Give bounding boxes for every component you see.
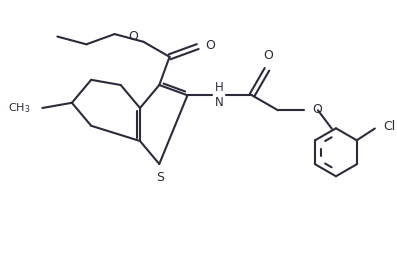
Text: O: O (129, 30, 139, 43)
Text: Cl: Cl (383, 120, 395, 133)
Text: S: S (156, 171, 164, 184)
Text: O: O (263, 49, 273, 62)
Text: O: O (312, 103, 322, 116)
Text: CH$_3$: CH$_3$ (8, 101, 30, 115)
Text: H
N: H N (215, 81, 224, 109)
Text: O: O (206, 39, 216, 52)
